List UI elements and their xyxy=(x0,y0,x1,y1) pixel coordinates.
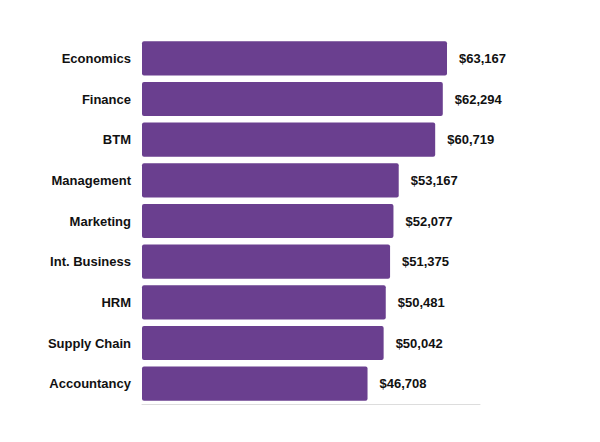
svg-text:$62,294: $62,294 xyxy=(455,92,503,107)
svg-text:Management: Management xyxy=(52,173,132,188)
svg-text:HRM: HRM xyxy=(101,295,131,310)
svg-text:$50,042: $50,042 xyxy=(396,336,443,351)
svg-text:$63,167: $63,167 xyxy=(459,51,506,66)
svg-text:$60,719: $60,719 xyxy=(447,132,494,147)
svg-text:Int. Business: Int. Business xyxy=(50,254,131,269)
svg-text:Economics: Economics xyxy=(62,51,131,66)
svg-text:Accountancy: Accountancy xyxy=(49,376,131,391)
svg-text:$52,077: $52,077 xyxy=(405,214,452,229)
svg-text:Supply Chain: Supply Chain xyxy=(48,336,131,351)
svg-text:Finance: Finance xyxy=(82,92,131,107)
svg-text:BTM: BTM xyxy=(103,132,131,147)
svg-text:Marketing: Marketing xyxy=(70,214,131,229)
svg-text:$50,481: $50,481 xyxy=(398,295,445,310)
svg-text:$46,708: $46,708 xyxy=(380,376,427,391)
svg-text:$53,167: $53,167 xyxy=(411,173,458,188)
svg-text:$51,375: $51,375 xyxy=(402,254,449,269)
